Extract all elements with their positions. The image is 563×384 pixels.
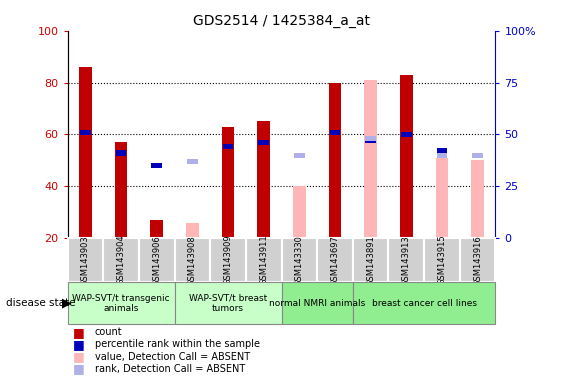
Bar <box>210 238 246 282</box>
Text: WAP-SVT/t breast
tumors: WAP-SVT/t breast tumors <box>189 294 267 313</box>
Text: GSM143906: GSM143906 <box>152 235 161 286</box>
Bar <box>400 75 413 238</box>
Text: ■: ■ <box>73 326 85 339</box>
Bar <box>317 238 353 282</box>
Bar <box>175 282 282 324</box>
Bar <box>365 136 376 141</box>
Bar <box>139 238 175 282</box>
Bar <box>329 83 341 238</box>
Bar <box>437 148 447 154</box>
Bar <box>436 158 448 238</box>
Bar <box>151 163 162 168</box>
Text: rank, Detection Call = ABSENT: rank, Detection Call = ABSENT <box>95 364 245 374</box>
Bar <box>472 152 483 158</box>
Text: GSM143909: GSM143909 <box>224 235 233 285</box>
Bar <box>364 80 377 238</box>
Bar <box>175 238 210 282</box>
Bar <box>187 159 198 164</box>
Bar <box>80 130 91 135</box>
Text: GSM143916: GSM143916 <box>473 235 482 286</box>
Text: normal NMRI animals: normal NMRI animals <box>269 299 365 308</box>
Bar <box>330 130 340 135</box>
Text: breast cancer cell lines: breast cancer cell lines <box>372 299 477 308</box>
Text: GSM143891: GSM143891 <box>366 235 375 286</box>
Text: WAP-SVT/t transgenic
animals: WAP-SVT/t transgenic animals <box>72 294 170 313</box>
Text: percentile rank within the sample: percentile rank within the sample <box>95 339 260 349</box>
Bar <box>150 220 163 238</box>
Text: count: count <box>95 327 122 337</box>
Text: value, Detection Call = ABSENT: value, Detection Call = ABSENT <box>95 352 250 362</box>
Bar <box>116 151 126 156</box>
Bar <box>472 152 483 158</box>
Text: GSM143915: GSM143915 <box>437 235 446 285</box>
Bar <box>293 186 306 238</box>
Bar <box>246 238 282 282</box>
Text: disease state: disease state <box>6 298 75 308</box>
Text: GSM143908: GSM143908 <box>188 235 197 286</box>
Bar <box>424 238 460 282</box>
Bar <box>186 223 199 238</box>
Bar <box>365 138 376 143</box>
Text: GSM143904: GSM143904 <box>117 235 126 285</box>
Bar <box>471 161 484 238</box>
Bar <box>388 238 424 282</box>
Bar <box>294 152 305 158</box>
Text: GSM143697: GSM143697 <box>330 235 339 286</box>
Bar <box>401 132 412 137</box>
Bar <box>223 144 233 149</box>
Bar <box>353 282 495 324</box>
Bar <box>460 238 495 282</box>
Bar <box>282 282 353 324</box>
Text: ▶: ▶ <box>61 297 72 310</box>
Text: GSM143903: GSM143903 <box>81 235 90 286</box>
Bar <box>103 238 139 282</box>
Text: GSM143911: GSM143911 <box>259 235 268 285</box>
Bar <box>79 67 92 238</box>
Text: ■: ■ <box>73 338 85 351</box>
Text: ■: ■ <box>73 350 85 363</box>
Bar <box>437 152 447 158</box>
Bar <box>68 282 175 324</box>
Bar <box>115 142 127 238</box>
Bar <box>222 127 234 238</box>
Bar <box>282 238 317 282</box>
Bar <box>257 121 270 238</box>
Title: GDS2514 / 1425384_a_at: GDS2514 / 1425384_a_at <box>193 14 370 28</box>
Text: GSM143330: GSM143330 <box>295 235 304 286</box>
Bar <box>258 140 269 145</box>
Bar <box>68 238 103 282</box>
Bar <box>353 238 388 282</box>
Text: GSM143913: GSM143913 <box>402 235 411 286</box>
Text: ■: ■ <box>73 362 85 376</box>
